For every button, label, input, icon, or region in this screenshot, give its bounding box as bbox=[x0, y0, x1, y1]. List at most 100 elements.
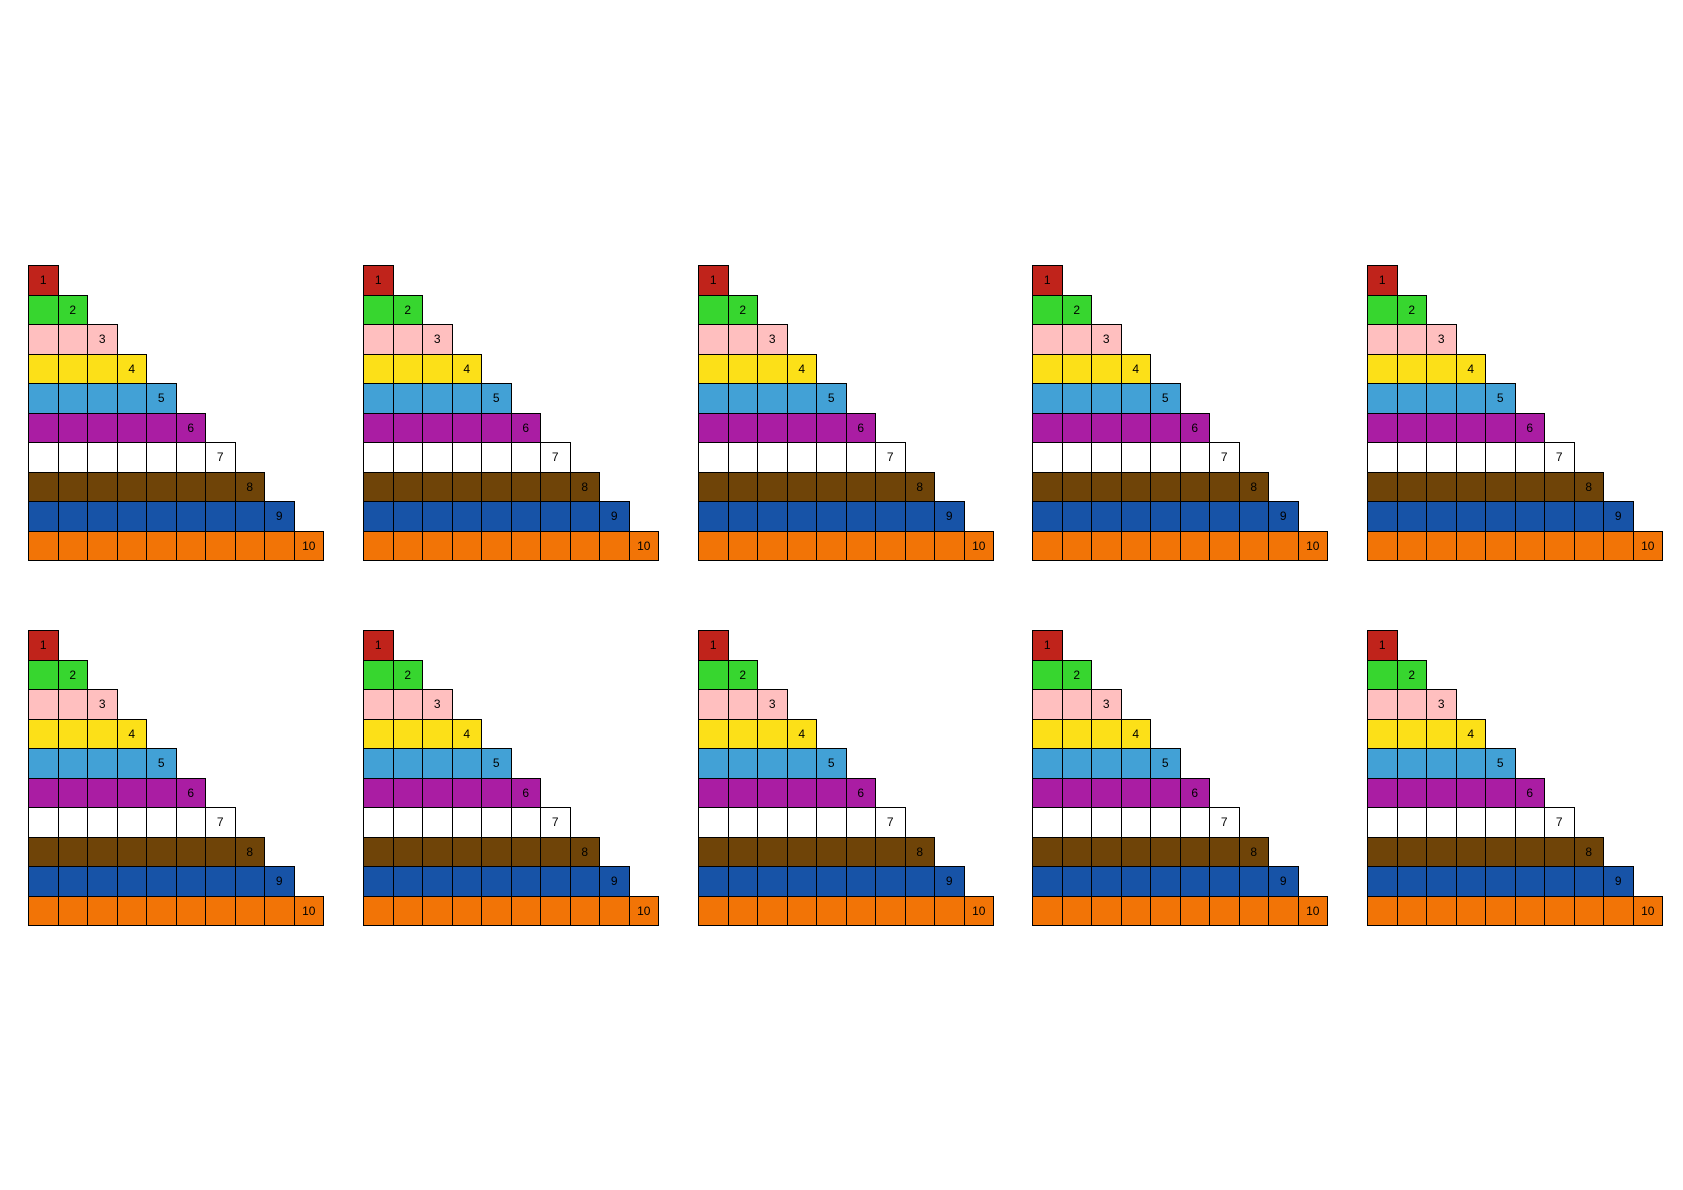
rod-cell bbox=[1150, 471, 1181, 502]
number-rod-7: 7 bbox=[1032, 807, 1337, 838]
rod-number-label: 5 bbox=[816, 383, 847, 414]
rod-cell bbox=[1426, 442, 1457, 473]
number-rod-7: 7 bbox=[1032, 442, 1337, 473]
rod-number-label: 8 bbox=[569, 836, 600, 867]
rod-cell bbox=[786, 442, 817, 473]
rod-cell bbox=[510, 836, 541, 867]
rod-cell bbox=[1396, 442, 1427, 473]
rod-cell bbox=[1426, 501, 1457, 532]
rod-number-label: 2 bbox=[392, 294, 423, 325]
rod-number-label: 4 bbox=[451, 718, 482, 749]
rod-number-label: 9 bbox=[264, 501, 295, 532]
rod-number-label: 5 bbox=[1150, 748, 1181, 779]
rod-number-label: 7 bbox=[1544, 442, 1575, 473]
number-rod-8: 8 bbox=[28, 836, 333, 867]
rod-number-label: 3 bbox=[87, 324, 118, 355]
number-rod-6: 6 bbox=[28, 777, 333, 808]
number-rod-10: 10 bbox=[1032, 895, 1337, 926]
rod-cell bbox=[116, 807, 147, 838]
rod-number-label: 2 bbox=[57, 294, 88, 325]
rod-cell bbox=[816, 777, 847, 808]
rod-cell bbox=[698, 353, 729, 384]
number-rod-6: 6 bbox=[698, 777, 1003, 808]
rod-number-label: 10 bbox=[963, 530, 994, 561]
rod-cell bbox=[175, 866, 206, 897]
rod-cell bbox=[757, 895, 788, 926]
rod-number-label: 1 bbox=[363, 630, 394, 661]
rod-number-label: 4 bbox=[1120, 353, 1151, 384]
rod-cell bbox=[757, 866, 788, 897]
rod-cell bbox=[481, 442, 512, 473]
rod-cell bbox=[422, 442, 453, 473]
rod-cell bbox=[57, 866, 88, 897]
rod-number-label: 7 bbox=[1209, 807, 1240, 838]
rod-number-label: 1 bbox=[28, 630, 59, 661]
rod-cell bbox=[757, 777, 788, 808]
number-rod-8: 8 bbox=[1367, 836, 1672, 867]
rod-cell bbox=[786, 471, 817, 502]
number-rod-4: 4 bbox=[1032, 718, 1337, 749]
rod-cell bbox=[1150, 530, 1181, 561]
rod-cell bbox=[116, 530, 147, 561]
number-rod-9: 9 bbox=[363, 501, 668, 532]
rod-cell bbox=[392, 866, 423, 897]
rod-cell bbox=[146, 866, 177, 897]
rod-number-label: 2 bbox=[1061, 659, 1092, 690]
rod-cell bbox=[28, 412, 59, 443]
rod-cell bbox=[1455, 471, 1486, 502]
rod-number-label: 10 bbox=[628, 530, 659, 561]
rod-cell bbox=[1573, 530, 1604, 561]
rod-cell bbox=[175, 471, 206, 502]
rod-cell bbox=[1603, 530, 1634, 561]
rod-cell bbox=[1032, 324, 1063, 355]
rod-number-label: 5 bbox=[481, 383, 512, 414]
rod-cell bbox=[363, 689, 394, 720]
rod-cell bbox=[116, 748, 147, 779]
number-rod-9: 9 bbox=[1367, 866, 1672, 897]
rod-cell bbox=[698, 471, 729, 502]
rod-cell bbox=[205, 501, 236, 532]
rod-cell bbox=[116, 866, 147, 897]
rod-cell bbox=[363, 895, 394, 926]
rod-cell bbox=[1485, 866, 1516, 897]
rod-cell bbox=[540, 530, 571, 561]
rod-cell bbox=[87, 748, 118, 779]
rod-number-label: 8 bbox=[234, 471, 265, 502]
number-rod-8: 8 bbox=[363, 471, 668, 502]
rod-cell bbox=[392, 807, 423, 838]
rod-cell bbox=[816, 530, 847, 561]
rod-cell bbox=[786, 836, 817, 867]
rod-cell bbox=[1150, 895, 1181, 926]
rod-cell bbox=[481, 412, 512, 443]
rod-cell bbox=[87, 471, 118, 502]
rod-cell bbox=[1367, 501, 1398, 532]
rod-cell bbox=[698, 324, 729, 355]
rod-cell bbox=[28, 383, 59, 414]
rod-cell bbox=[1032, 471, 1063, 502]
rod-cell bbox=[1514, 442, 1545, 473]
rod-cell bbox=[363, 471, 394, 502]
rod-cell bbox=[757, 383, 788, 414]
rod-cell bbox=[1150, 866, 1181, 897]
rod-cell bbox=[451, 530, 482, 561]
rod-cell bbox=[1032, 895, 1063, 926]
rod-cell bbox=[28, 324, 59, 355]
rod-number-label: 1 bbox=[1032, 265, 1063, 296]
rod-number-label: 5 bbox=[1150, 383, 1181, 414]
rod-cell bbox=[146, 836, 177, 867]
rod-cell bbox=[392, 777, 423, 808]
rod-number-label: 4 bbox=[451, 353, 482, 384]
rod-cell bbox=[451, 471, 482, 502]
number-rod-9: 9 bbox=[363, 866, 668, 897]
rod-cell bbox=[1396, 353, 1427, 384]
rod-cell bbox=[363, 748, 394, 779]
rod-cell bbox=[1396, 689, 1427, 720]
number-rod-7: 7 bbox=[698, 442, 1003, 473]
rod-cell bbox=[481, 866, 512, 897]
rod-cell bbox=[816, 895, 847, 926]
rod-cell bbox=[1238, 866, 1269, 897]
rod-cell bbox=[116, 471, 147, 502]
rod-cell bbox=[422, 836, 453, 867]
rod-cell bbox=[1426, 530, 1457, 561]
number-rod-9: 9 bbox=[1367, 501, 1672, 532]
